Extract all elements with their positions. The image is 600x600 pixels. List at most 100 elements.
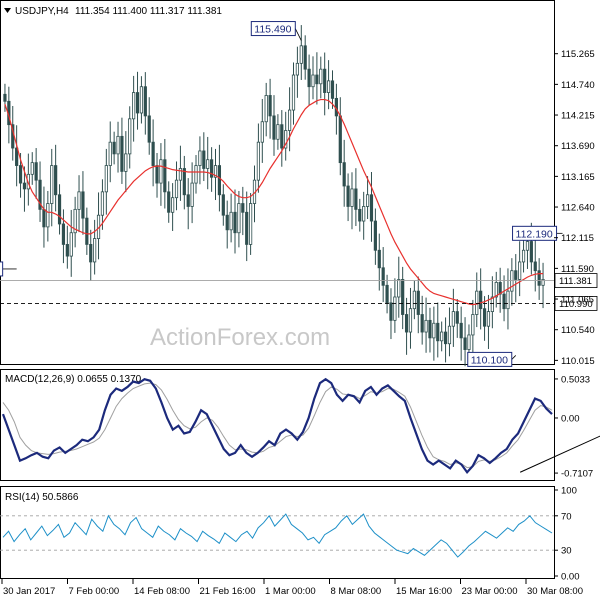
rsi-title: RSI(14) 50.5866 (5, 492, 79, 503)
candle (463, 317, 467, 367)
candle-body (397, 279, 401, 298)
candle-body (381, 267, 385, 286)
candle (206, 136, 210, 190)
candle (397, 256, 401, 318)
candle-body (479, 290, 483, 310)
candle-body (237, 203, 241, 234)
candle-body (404, 314, 409, 333)
candle-body (482, 308, 487, 327)
candle (213, 148, 218, 201)
candle-body (143, 86, 147, 117)
candle (93, 219, 97, 275)
candle-body (494, 281, 498, 298)
candle (432, 306, 436, 361)
candle (120, 117, 124, 184)
candle (330, 70, 335, 109)
candle (490, 276, 494, 329)
candle-body (50, 165, 54, 204)
candle-body (15, 147, 19, 166)
candle (276, 114, 280, 150)
candle-body (124, 153, 128, 172)
candle (303, 35, 307, 80)
candle-body (132, 92, 136, 120)
candle-body (93, 238, 97, 263)
candle-body (190, 182, 194, 207)
candle (436, 302, 440, 358)
candle (3, 83, 7, 112)
candle-body (268, 95, 272, 117)
candle-body (3, 93, 7, 102)
candle-body (206, 159, 210, 169)
ohlc-readout: 111.354 111.400 111.317 111.381 (75, 6, 222, 17)
candle (124, 131, 128, 193)
candle-body (350, 188, 354, 207)
candle-body (436, 322, 440, 342)
price-axis-label: 111.590 (561, 264, 594, 275)
candle-body (241, 203, 245, 213)
macd-line (1, 377, 553, 474)
price-axis-label: 115.265 (561, 49, 595, 60)
rsi-axis-label: 30 (561, 546, 572, 557)
candle-body (412, 290, 416, 310)
candle (116, 121, 120, 173)
candle-body (85, 217, 89, 245)
symbol-dropdown-icon[interactable] (4, 8, 11, 13)
annotation-box (512, 225, 558, 241)
candle-body (221, 194, 225, 216)
candle (287, 87, 292, 152)
candle-body (65, 244, 69, 257)
candle (486, 294, 491, 349)
candle (459, 306, 463, 361)
rsi-panel-frame (0, 486, 555, 579)
candle (502, 275, 506, 322)
candle (365, 176, 370, 220)
candle-body (61, 223, 66, 245)
annotation-box (467, 351, 513, 367)
x-axis-label: 15 Mar 16:00 (396, 586, 452, 597)
candle-body (46, 203, 50, 228)
candle-body (163, 159, 167, 193)
x-axis-label: 23 Mar 00:00 (462, 586, 518, 597)
candle-body (291, 74, 296, 111)
x-axis-label: 30 Jan 2017 (3, 586, 55, 597)
candle (89, 229, 93, 281)
candle-body (514, 270, 518, 280)
candle-body (463, 337, 467, 350)
candle (34, 148, 38, 199)
price-axis-label: 110.015 (561, 356, 595, 367)
candle (323, 52, 327, 116)
candle-body (287, 109, 292, 131)
x-axis-label: 1 Mar 00:00 (265, 586, 316, 597)
candle (389, 288, 393, 340)
candle (57, 184, 62, 235)
candle (171, 183, 175, 231)
candle-body (54, 165, 58, 196)
candle-body (326, 80, 331, 93)
candle-body (529, 241, 533, 263)
candle-body (276, 124, 280, 140)
candle-body (260, 121, 264, 143)
candle (65, 225, 69, 269)
candle-body (471, 314, 475, 336)
candle (61, 209, 66, 264)
candle (256, 123, 261, 193)
candle (100, 179, 105, 230)
candle (401, 266, 405, 330)
candle-body (194, 165, 198, 184)
candle-body (525, 241, 530, 251)
candle-body (319, 68, 323, 85)
candle-body (393, 296, 397, 321)
candle (69, 209, 73, 277)
candle (249, 193, 253, 255)
moving-average-line (4, 98, 544, 306)
candle-body (533, 261, 537, 272)
price-panel-frame (0, 0, 555, 365)
annotation-label: 110.100 (471, 354, 508, 366)
candle-body (151, 141, 155, 166)
candle-body (455, 311, 459, 324)
macd-axis-label: 0.00 (561, 413, 580, 424)
candle (77, 175, 81, 233)
candle (210, 147, 214, 192)
rsi-line (2, 513, 553, 558)
candle (186, 178, 190, 230)
